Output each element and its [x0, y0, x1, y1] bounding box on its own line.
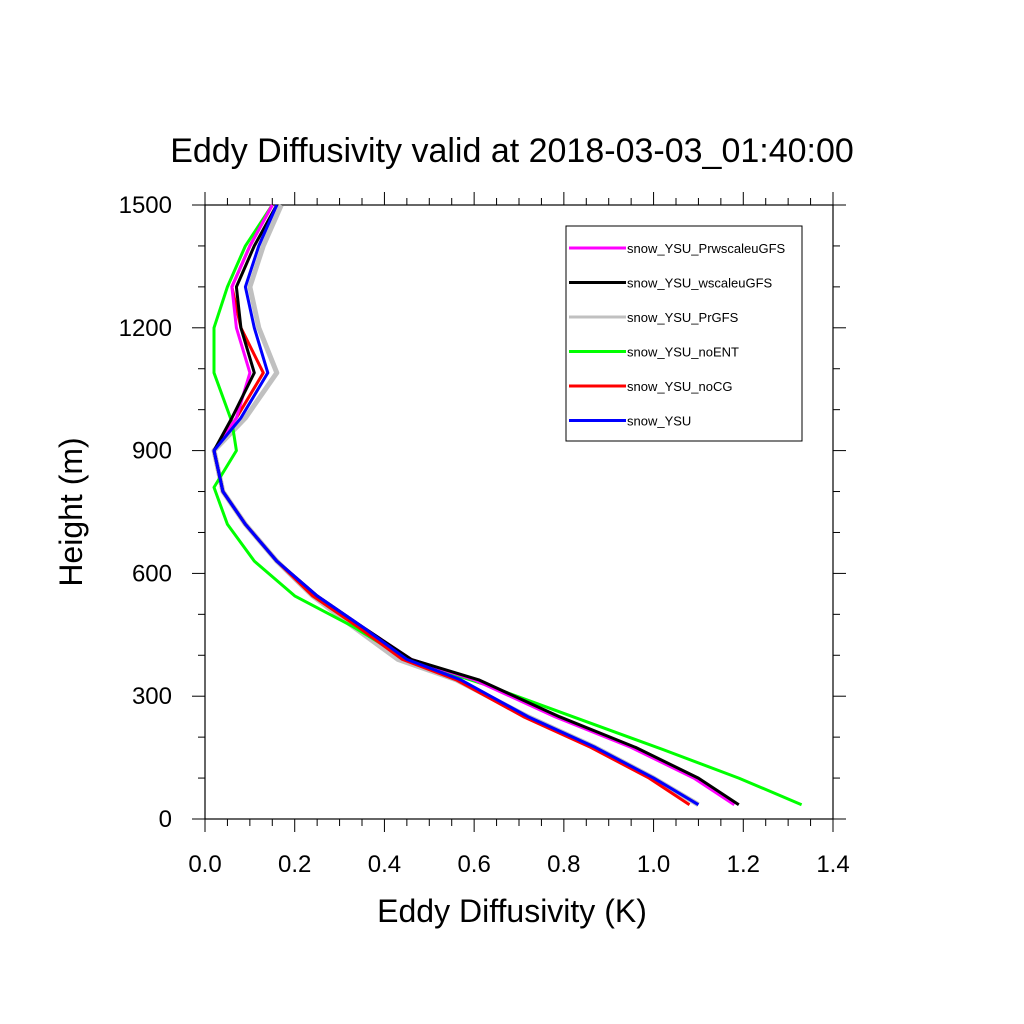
y-axis-label: Height (m) — [53, 437, 89, 586]
y-tick-label: 1200 — [119, 315, 172, 342]
x-axis-label: Eddy Diffusivity (K) — [377, 893, 647, 929]
series-layer — [211, 203, 803, 807]
x-tick-label: 1.4 — [816, 851, 849, 878]
legend-entry: snow_YSU_noENT — [627, 345, 739, 360]
legend-entry: snow_YSU_wscaleuGFS — [627, 276, 773, 291]
legend-entry: snow_YSU — [627, 414, 691, 429]
y-tick-label: 600 — [132, 560, 172, 587]
y-tick-label: 900 — [132, 438, 172, 465]
x-tick-label: 0.2 — [278, 851, 311, 878]
x-tick-label: 1.2 — [727, 851, 760, 878]
y-tick-label: 300 — [132, 683, 172, 710]
legend-box — [565, 225, 803, 442]
series-line-snow_YSU — [212, 204, 700, 806]
y-tick-label: 1500 — [119, 192, 172, 219]
chart-title: Eddy Diffusivity valid at 2018-03-03_01:… — [170, 132, 854, 170]
y-tick-label: 0 — [159, 806, 172, 833]
legend-entry: snow_YSU_PrGFS — [627, 310, 739, 325]
series-line-snow_YSU_noENT — [212, 204, 803, 807]
x-tick-label: 0.6 — [457, 851, 490, 878]
legend-entry: snow_YSU_PrwscaleuGFS — [627, 241, 786, 256]
x-tick-label: 0.4 — [368, 851, 401, 878]
plot-axes: 0.0 0.2 0.4 0.6 0.8 1.0 1.2 1.4 0 300 600 900 1200 15… — [119, 192, 850, 878]
x-tick-label: 0.0 — [188, 851, 221, 878]
x-tick-label: 0.8 — [547, 851, 580, 878]
x-tick-label: 1.0 — [637, 851, 670, 878]
legend: snow_YSU_PrwscaleuGFS snow_YSU_wscaleuGFS… — [565, 225, 803, 442]
legend-entry: snow_YSU_noCG — [627, 379, 733, 394]
